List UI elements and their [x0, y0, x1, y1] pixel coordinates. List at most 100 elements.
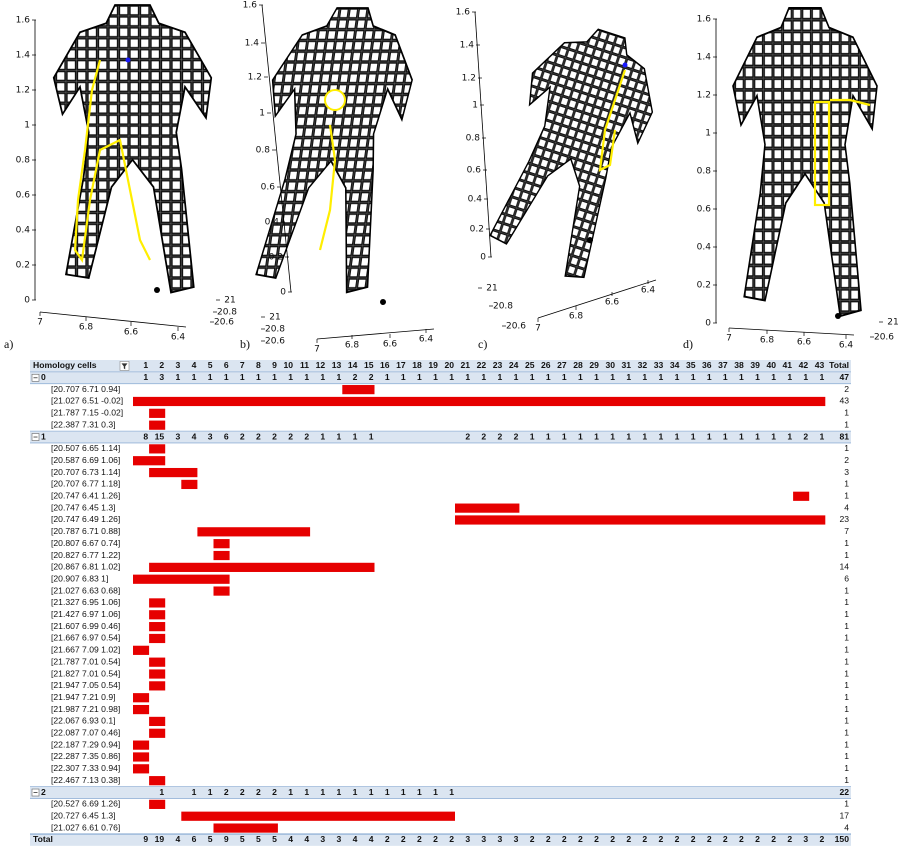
column-header: 43	[815, 360, 825, 370]
row-label: [21.827 7.01 0.54]	[51, 668, 120, 678]
y-tick-label: 0.4	[16, 226, 31, 236]
group-subtotal: 1	[626, 372, 631, 382]
column-header: 22	[477, 360, 487, 370]
cell-bar	[133, 693, 150, 703]
group-subtotal: 1	[353, 787, 358, 797]
column-header: 27	[557, 360, 567, 370]
group-subtotal: 1	[385, 372, 390, 382]
row-label: [21.327 6.95 1.06]	[51, 597, 120, 607]
grand-total-value: 2	[691, 834, 696, 844]
column-header: 40	[766, 360, 776, 370]
y-tick-label: 0.6	[467, 166, 482, 176]
y-tick-label: 1.6	[243, 1, 258, 11]
y-tick-label: 1	[472, 101, 478, 111]
group-subtotal: 1	[417, 787, 422, 797]
group-label: 1	[41, 431, 46, 441]
group-subtotal: 1	[610, 431, 615, 441]
group-subtotal: 1	[449, 787, 454, 797]
row-total: 2	[844, 455, 849, 465]
z-tick-label: 20.6	[874, 333, 894, 343]
group-subtotal: 1	[562, 372, 567, 382]
y-tick-label: 1.4	[697, 53, 712, 63]
grand-total-value: 2	[675, 834, 680, 844]
cell-bar	[213, 586, 230, 596]
grand-total-value: 2	[385, 834, 390, 844]
x-tick-label: 6.6	[605, 298, 620, 308]
z-tick-label: 20.6	[506, 322, 526, 332]
row-total: 1	[844, 645, 849, 655]
column-header: 36	[702, 360, 712, 370]
group-subtotal: 2	[481, 431, 486, 441]
y-tick-label: 1.4	[16, 51, 31, 61]
x-axis-line	[316, 328, 435, 340]
group-subtotal: 4	[192, 431, 197, 441]
group-subtotal: 2	[224, 787, 229, 797]
group-subtotal: 2	[465, 431, 470, 441]
column-header: 2	[159, 360, 164, 370]
row-label: [22.307 7.33 0.94]	[51, 763, 120, 773]
grand-total: 150	[835, 834, 850, 844]
x-tick-label: 6.6	[124, 328, 139, 338]
row-label: [21.607 6.99 0.46]	[51, 621, 120, 631]
group-total: 47	[839, 372, 849, 382]
row-band	[30, 360, 851, 372]
grand-total-value: 2	[562, 834, 567, 844]
grand-total-value: 5	[208, 834, 213, 844]
group-subtotal: 1	[304, 787, 309, 797]
y-tick-label: 0	[480, 253, 486, 263]
cell-bar	[149, 657, 166, 667]
grand-total-value: 2	[417, 834, 422, 844]
cell-bar	[455, 515, 826, 525]
grand-total-value: 4	[304, 834, 309, 844]
cell-bar	[149, 610, 166, 620]
group-subtotal: 1	[353, 431, 358, 441]
grand-total-value: 4	[288, 834, 293, 844]
group-total: 22	[839, 787, 849, 797]
group-subtotal: 1	[192, 787, 197, 797]
x-tick-label: 7	[535, 324, 541, 334]
group-subtotal: 1	[272, 372, 277, 382]
z-tick-label: 20.6	[265, 337, 285, 347]
group-subtotal: 1	[385, 787, 390, 797]
row-total: 6	[844, 573, 849, 583]
group-subtotal: 1	[208, 787, 213, 797]
group-subtotal: 2	[256, 431, 261, 441]
group-subtotal: 1	[530, 431, 535, 441]
row-label: [20.707 6.71 0.94]	[51, 384, 120, 394]
grand-total-value: 2	[626, 834, 631, 844]
group-subtotal: 1	[192, 372, 197, 382]
group-subtotal: 1	[594, 431, 599, 441]
row-band	[30, 431, 851, 443]
group-subtotal: 1	[675, 431, 680, 441]
row-total: 1	[844, 728, 849, 738]
group-subtotal: 1	[594, 372, 599, 382]
x-tick-label: 6.8	[345, 341, 360, 351]
cell-bar	[149, 716, 166, 727]
group-subtotal: 1	[369, 787, 374, 797]
y-tick-label: 1.2	[16, 86, 30, 96]
column-header: 5	[208, 360, 213, 370]
filter-glyph	[121, 363, 128, 370]
group-label: 0	[41, 372, 46, 382]
group-subtotal: 1	[642, 431, 647, 441]
cell-bar	[133, 704, 150, 715]
column-header: 18	[412, 360, 422, 370]
y-tick-label: 1.4	[245, 39, 260, 49]
panel-d-figure	[732, 7, 878, 319]
row-total: 1	[844, 491, 849, 501]
column-header: 25	[525, 360, 535, 370]
z-tick-label: 20.8	[493, 302, 513, 312]
row-total: 1	[844, 408, 849, 418]
cell-bar	[149, 669, 166, 679]
group-subtotal: 1	[659, 431, 664, 441]
column-header: 15	[364, 360, 374, 370]
row-label: [20.807 6.67 0.74]	[51, 538, 120, 548]
group-subtotal: 1	[820, 372, 825, 382]
group-subtotal: 1	[433, 372, 438, 382]
row-label: [22.087 7.07 0.46]	[51, 728, 120, 738]
cell-bar	[149, 799, 166, 809]
group-subtotal: 1	[514, 372, 519, 382]
row-total: 1	[844, 680, 849, 690]
group-subtotal: 1	[288, 372, 293, 382]
cell-bar	[149, 598, 166, 608]
